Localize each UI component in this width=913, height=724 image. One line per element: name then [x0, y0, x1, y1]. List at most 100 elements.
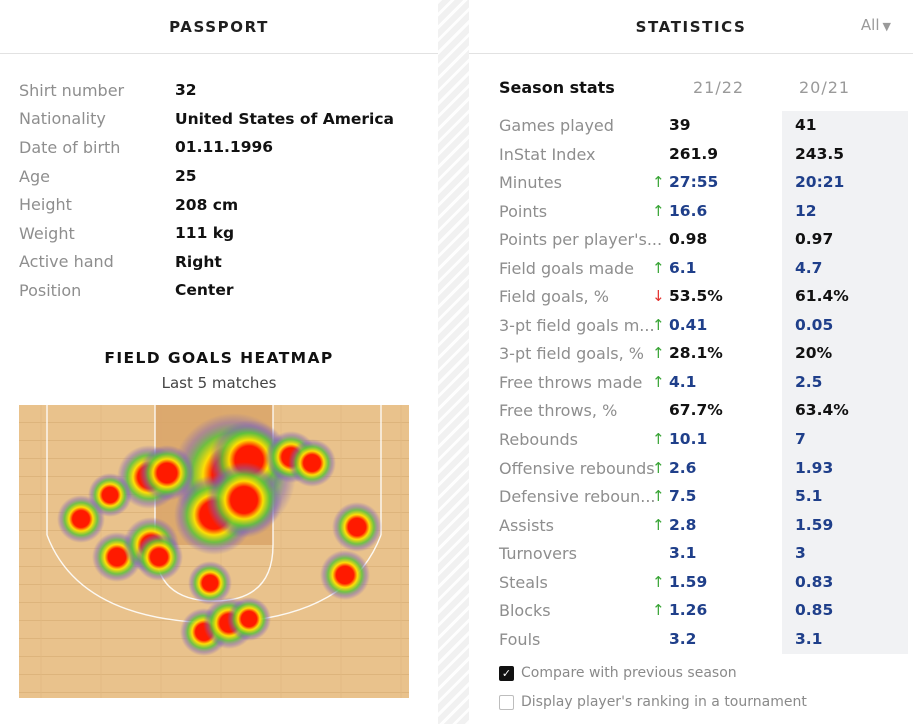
passport-value: 32 [175, 81, 197, 100]
passport-label: Age [19, 166, 50, 186]
stat-value-previous: 0.05 [795, 315, 834, 334]
stat-name: InStat Index [499, 144, 596, 164]
passport-row-position: Position Center [19, 276, 394, 305]
stat-value-current: 10.1 [669, 430, 708, 449]
stat-name: Games played [499, 116, 614, 135]
passport-label: Nationality [19, 109, 106, 129]
checkbox-unchecked-icon[interactable] [499, 694, 514, 710]
arrow-up-icon: ↑ [652, 258, 665, 277]
stat-row: Fouls 3.2 3.1 [469, 626, 913, 655]
stat-value-current: 2.8 [669, 515, 697, 534]
passport-value: 25 [175, 167, 197, 186]
arrow-up-icon: ↑ [652, 344, 665, 363]
stat-value-previous: 1.93 [795, 458, 834, 477]
stat-value-current: 3.2 [669, 629, 697, 648]
passport-value: Center [175, 281, 234, 300]
stat-row: Free throws, % 67.7% 63.4% [469, 397, 913, 426]
passport-value: 111 kg [175, 224, 235, 243]
stat-value-previous: 2.5 [795, 372, 823, 391]
ranking-label: Display player's ranking in a tournament [521, 694, 807, 710]
display-ranking-option[interactable]: Display player's ranking in a tournament [499, 694, 807, 710]
stat-row: Minutes ↑ 27:55 20:21 [469, 169, 913, 198]
passport-header: PASSPORT [0, 0, 438, 54]
stat-value-previous: 7 [795, 430, 806, 449]
stat-value-current: 1.59 [669, 572, 708, 591]
stat-value-previous: 63.4% [795, 401, 849, 420]
stat-value-current: 39 [669, 116, 691, 134]
heatmap-spots [57, 413, 382, 656]
stat-row: Free throws made ↑ 4.1 2.5 [469, 369, 913, 398]
season-stats-label: Season stats [499, 78, 615, 97]
passport-value: 208 cm [175, 195, 239, 214]
stat-name: Steals [499, 572, 548, 592]
stat-name: Free throws, % [499, 401, 618, 421]
arrow-up-icon: ↑ [652, 487, 665, 506]
stat-name: Points [499, 201, 548, 221]
stat-name: 3-pt field goals m... [499, 315, 655, 335]
stat-value-previous: 0.97 [795, 230, 834, 249]
court-heatmap [19, 405, 409, 698]
arrow-up-icon: ↑ [652, 515, 665, 534]
court-graphic [19, 405, 409, 698]
compare-previous-season-option[interactable]: ✓ Compare with previous season [499, 665, 737, 681]
stat-name: Field goals made [499, 258, 635, 278]
stat-row: Turnovers 3.1 3 [469, 540, 913, 569]
stat-row: Assists ↑ 2.8 1.59 [469, 512, 913, 541]
filter-label: All [860, 16, 880, 34]
stat-value-previous: 0.85 [795, 601, 834, 620]
stat-row: Offensive rebounds ↑ 2.6 1.93 [469, 455, 913, 484]
arrow-up-icon: ↑ [652, 430, 665, 449]
stat-row: Games played 39 41 [469, 112, 913, 141]
stat-row: Rebounds ↑ 10.1 7 [469, 426, 913, 455]
heatmap-subtitle: Last 5 matches [161, 374, 277, 392]
passport-title: PASSPORT [169, 17, 269, 36]
checkbox-checked-icon[interactable]: ✓ [499, 665, 514, 681]
chevron-down-icon: ▼ [882, 20, 891, 33]
passport-value: 01.11.1996 [175, 138, 274, 157]
stat-name: 3-pt field goals, % [499, 344, 644, 364]
arrow-up-icon: ↑ [652, 173, 665, 192]
stat-row: 3-pt field goals, % ↑ 28.1% 20% [469, 340, 913, 369]
stat-name: Turnovers [499, 544, 577, 564]
filter-dropdown[interactable]: All ▼ [861, 16, 891, 34]
stat-name: Free throws made [499, 372, 643, 392]
stat-value-current: 67.7% [669, 401, 723, 420]
passport-row-hand: Active hand Right [19, 248, 394, 277]
statistics-title: STATISTICS [635, 17, 747, 36]
passport-label: Position [19, 280, 82, 300]
heatmap-title: FIELD GOALS HEATMAP [104, 349, 334, 367]
passport-label: Weight [19, 223, 75, 243]
passport-label: Height [19, 195, 72, 215]
panel-divider [438, 0, 469, 724]
column-previous-season: 20/21 [799, 78, 851, 97]
stat-value-previous: 61.4% [795, 287, 849, 306]
arrow-up-icon: ↑ [652, 601, 665, 620]
passport-value: Right [175, 252, 222, 271]
stat-name: Blocks [499, 601, 551, 621]
statistics-panel: STATISTICS All ▼ Season stats 21/22 20/21… [469, 0, 913, 724]
stat-value-current: 28.1% [669, 344, 723, 363]
column-current-season: 21/22 [693, 78, 745, 97]
stat-value-current: 0.98 [669, 230, 708, 249]
stat-value-previous: 5.1 [795, 487, 823, 506]
stat-value-previous: 20% [795, 344, 833, 363]
stats-table: Games played 39 41 InStat Index 261.9 243.5 Mi… [469, 112, 913, 654]
stat-value-current: 4.1 [669, 372, 697, 391]
passport-row-weight: Weight 111 kg [19, 219, 394, 248]
stat-name: Points per player's... [499, 230, 663, 250]
passport-row-birth: Date of birth 01.11.1996 [19, 133, 394, 162]
passport-label: Active hand [19, 252, 114, 272]
arrow-up-icon: ↑ [652, 201, 665, 220]
stat-row: 3-pt field goals m... ↑ 0.41 0.05 [469, 312, 913, 341]
stat-row: Blocks ↑ 1.26 0.85 [469, 597, 913, 626]
stat-value-current: 3.1 [669, 544, 697, 563]
stat-name: Field goals, % [499, 287, 609, 307]
stat-value-current: 1.26 [669, 601, 708, 620]
stat-row: Field goals made ↑ 6.1 4.7 [469, 255, 913, 284]
stat-name: Fouls [499, 629, 541, 649]
passport-label: Shirt number [19, 80, 125, 100]
stat-value-current: 2.6 [669, 458, 697, 477]
stat-row: Defensive reboun... ↑ 7.5 5.1 [469, 483, 913, 512]
stat-value-current: 53.5% [669, 287, 723, 306]
arrow-down-icon: ↓ [652, 287, 665, 306]
